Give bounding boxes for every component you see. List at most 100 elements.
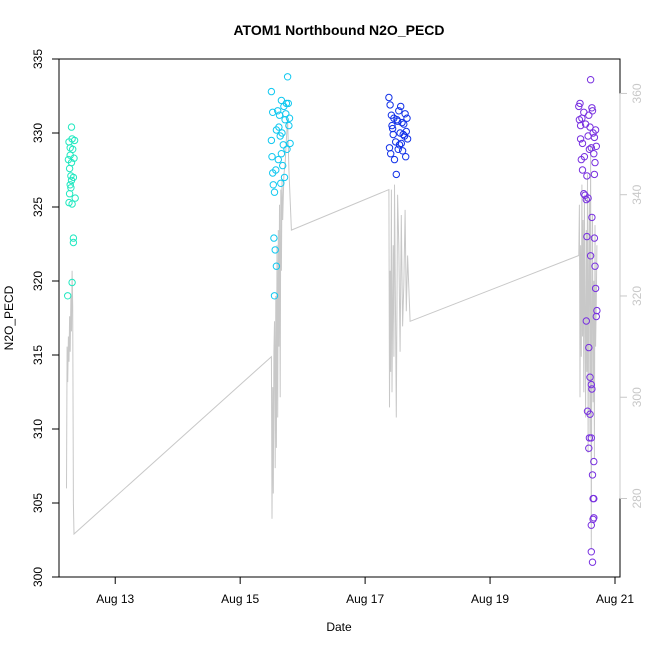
data-point-g3-51 [576, 121, 585, 130]
data-point-g2-10 [395, 107, 403, 115]
data-point-g3-45 [584, 194, 592, 202]
data-point-g3-22 [587, 380, 595, 389]
data-point-g1-15 [279, 161, 287, 170]
data-point-g3-58 [590, 170, 599, 179]
data-point-g3-32 [591, 262, 599, 270]
data-point-g1-14 [277, 150, 286, 158]
x-tick-label-1: Aug 15 [221, 592, 259, 606]
data-point-g2-4 [387, 150, 395, 158]
data-point-g3-34 [587, 434, 595, 442]
data-point-g1-0 [267, 87, 276, 96]
secondary-line-layer [66, 118, 598, 550]
data-point-g0-18 [65, 190, 74, 198]
data-point-g0-14 [69, 234, 78, 242]
data-point-g1-26 [272, 126, 281, 134]
data-point-g3-53 [591, 158, 599, 167]
data-point-g0-20 [71, 194, 79, 202]
data-point-g2-3 [385, 144, 394, 152]
data-point-g2-21 [397, 102, 405, 111]
x-axis-label: Date [326, 620, 352, 634]
data-point-g3-49 [590, 457, 598, 466]
data-point-g3-13 [586, 76, 595, 84]
data-point-g1-19 [283, 73, 292, 81]
data-point-g0-15 [69, 238, 78, 247]
data-point-g3-54 [592, 142, 600, 151]
data-point-g3-46 [588, 213, 596, 222]
data-point-g1-32 [285, 114, 294, 122]
data-point-g3-47 [590, 234, 599, 242]
data-point-g0-16 [68, 278, 76, 287]
data-point-g1-34 [277, 96, 286, 105]
data-point-g3-44 [583, 172, 591, 180]
x-tick-label-4: Aug 21 [596, 592, 634, 606]
y2-tick-label-3: 340 [630, 184, 644, 204]
data-point-g1-20 [285, 121, 293, 130]
data-point-g3-33 [593, 306, 601, 315]
data-point-g2-28 [400, 132, 409, 140]
data-point-g3-50 [586, 410, 594, 418]
data-point-g1-9 [272, 262, 281, 270]
data-point-g3-48 [586, 252, 595, 260]
y-tick-label-6: 330 [31, 123, 45, 143]
data-point-g1-8 [271, 246, 279, 254]
data-point-g3-43 [580, 153, 589, 161]
points-layer [64, 73, 601, 566]
data-point-g2-7 [390, 155, 399, 164]
data-point-g1-25 [283, 145, 291, 154]
data-point-g1-29 [282, 110, 290, 118]
data-point-g2-26 [395, 141, 404, 149]
data-point-g3-17 [590, 150, 598, 158]
data-point-g1-30 [284, 99, 292, 108]
data-point-g3-38 [584, 132, 592, 140]
data-point-g1-6 [270, 188, 279, 196]
y2-tick-label-2: 320 [630, 286, 644, 306]
data-point-g0-23 [70, 136, 79, 145]
chart-title: ATOM1 Northbound N2O_PECD [233, 22, 444, 38]
data-point-g3-28 [588, 558, 597, 566]
data-point-g3-56 [585, 343, 593, 352]
data-point-g3-8 [582, 195, 590, 204]
data-point-g3-5 [578, 166, 587, 174]
data-point-g1-1 [269, 108, 277, 117]
data-point-g2-22 [399, 130, 407, 139]
data-point-g2-20 [394, 145, 402, 154]
data-point-g0-0 [64, 292, 72, 300]
data-point-g3-29 [590, 494, 598, 503]
secondary-series-line [66, 118, 598, 550]
data-point-g0-7 [67, 123, 76, 131]
data-point-g2-0 [385, 93, 393, 102]
data-point-g2-24 [388, 124, 397, 133]
axes-layer: Aug 13 Aug 15 Aug 17 Aug 19 Aug 21 300 305 310 3… [31, 49, 644, 606]
data-point-g1-3 [268, 153, 276, 161]
y-tick-label-4: 320 [31, 271, 45, 291]
data-point-g1-2 [267, 136, 276, 145]
data-point-g0-17 [70, 154, 78, 162]
data-point-g0-19 [67, 158, 76, 167]
data-point-g1-24 [280, 173, 289, 182]
data-point-g3-16 [590, 133, 599, 142]
data-point-g3-57 [587, 521, 595, 529]
data-point-g1-11 [274, 107, 282, 115]
data-point-g2-13 [398, 147, 407, 155]
data-point-g2-14 [400, 120, 408, 128]
data-point-g3-41 [591, 126, 600, 134]
data-point-g3-24 [588, 471, 597, 479]
data-point-g3-1 [576, 99, 584, 108]
x-tick-label-0: Aug 13 [96, 592, 134, 606]
data-point-g2-1 [386, 101, 394, 109]
y2-tick-label-1: 300 [630, 387, 644, 407]
data-point-g2-23 [402, 153, 410, 161]
data-point-g2-5 [388, 121, 396, 130]
data-point-g2-29 [403, 114, 411, 122]
data-point-g3-27 [587, 548, 595, 556]
data-point-g1-10 [270, 292, 279, 300]
data-point-g1-21 [286, 139, 294, 148]
data-point-g0-21 [69, 173, 78, 182]
data-point-g3-9 [583, 232, 591, 241]
data-point-g3-42 [578, 139, 587, 148]
data-point-g1-31 [277, 179, 285, 188]
y-tick-label-2: 310 [31, 419, 45, 439]
data-point-g2-6 [389, 130, 397, 139]
data-point-g2-27 [398, 118, 406, 127]
